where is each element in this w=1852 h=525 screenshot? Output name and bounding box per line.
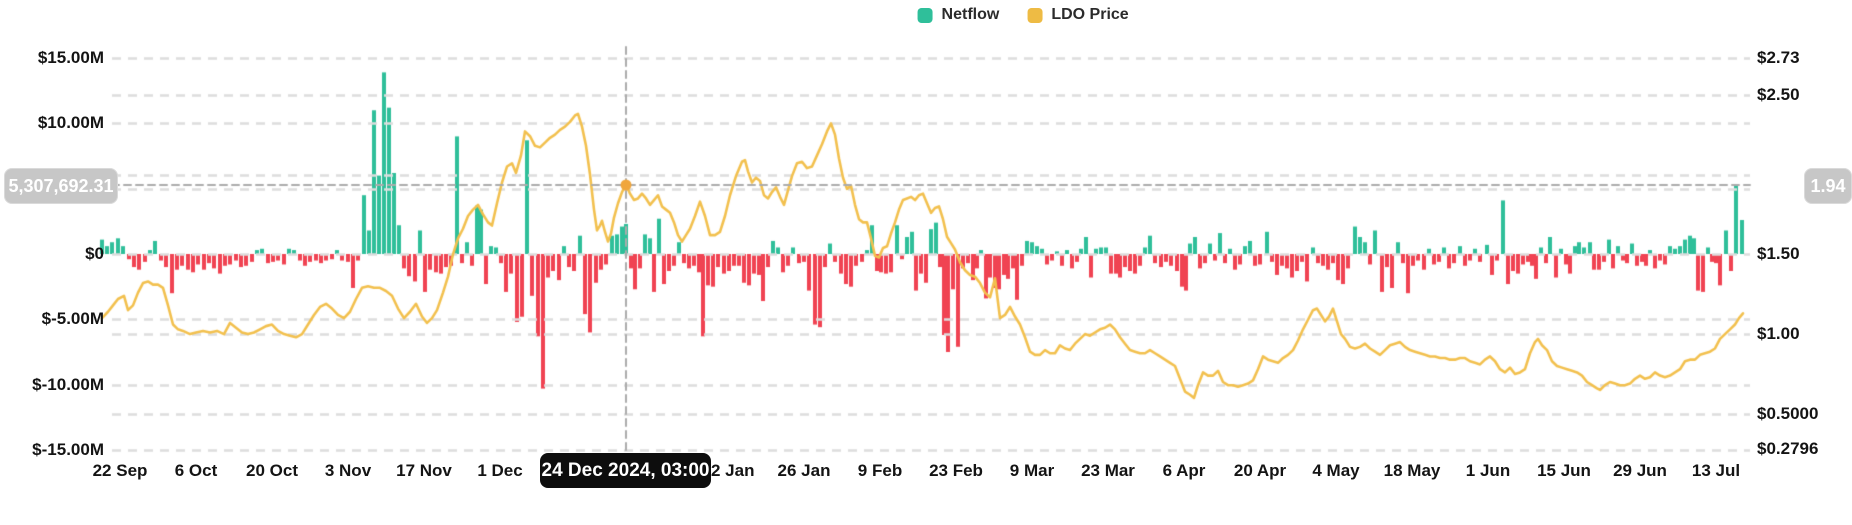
x-axis-tick-label: 20 Oct — [246, 461, 298, 480]
x-axis-tick-label: 13 Jul — [1691, 461, 1741, 480]
y-axis-left-tick-label: $15.00M — [37, 48, 104, 67]
x-axis-tick-label: 6 Apr — [1162, 461, 1206, 480]
crosshair-date-tooltip: 24 Dec 2024, 03:00 — [540, 453, 711, 488]
y-axis-right-tick-label: $1.00 — [1757, 324, 1800, 344]
chart-legend: Netflow LDO Price — [917, 6, 1129, 24]
x-axis-tick-label: 9 Feb — [857, 461, 903, 480]
y-axis-left-tick-label: $0 — [85, 244, 104, 263]
y-axis-left-tick-label: $-5.00M — [41, 309, 104, 329]
x-axis-tick-label: 18 May — [1383, 461, 1441, 480]
x-axis-tick-label: 4 May — [1312, 461, 1360, 480]
x-axis-tick-label: 22 Sep — [92, 461, 148, 480]
x-axis-tick-label: 26 Jan — [777, 461, 831, 480]
netflow-swatch-icon — [917, 7, 933, 23]
x-axis-tick-label: 9 Mar — [1009, 461, 1055, 480]
y-axis-right-tick-label: $2.73 — [1757, 48, 1800, 67]
y-axis-left-tick-label: $-10.00M — [32, 374, 104, 394]
left-axis-value-chip: 5,307,692.31 — [4, 168, 118, 204]
x-axis-tick-label: 23 Feb — [929, 461, 983, 480]
x-axis-tick-label: 23 Mar — [1081, 461, 1135, 480]
y-axis-right-tick-label: $0.5000 — [1757, 403, 1819, 423]
x-axis-tick-label: 1 Dec — [477, 461, 523, 480]
legend-item-netflow[interactable]: Netflow — [917, 6, 1000, 24]
y-axis-left-tick-label: $10.00M — [37, 113, 104, 133]
x-axis-tick-label: 1 Jun — [1465, 461, 1511, 480]
y-axis-right-tick-label: $2.50 — [1757, 84, 1800, 104]
y-axis-left-tick-label: $-15.00M — [32, 439, 104, 459]
x-axis-tick-label: 3 Nov — [324, 461, 372, 480]
x-axis-tick-label: 20 Apr — [1233, 461, 1287, 480]
ldo-price-swatch-icon — [1027, 7, 1043, 23]
right-axis-value-chip: 1.94 — [1804, 168, 1852, 204]
x-axis-tick-label: 6 Oct — [174, 461, 218, 480]
x-axis-tick-label: 29 Jun — [1613, 461, 1667, 480]
y-axis-right-tick-label: $0.2796 — [1757, 439, 1819, 459]
netflow-legend-label: Netflow — [941, 6, 1000, 23]
x-axis-tick-label: 17 Nov — [396, 461, 452, 480]
y-axis-right-tick-label: $1.50 — [1757, 244, 1800, 264]
x-axis-tick-label: 12 Jan — [701, 461, 755, 480]
x-axis-tick-label: 15 Jun — [1537, 461, 1591, 480]
ldo-price-legend-label: LDO Price — [1051, 6, 1129, 23]
legend-item-ldo-price[interactable]: LDO Price — [1027, 6, 1129, 24]
